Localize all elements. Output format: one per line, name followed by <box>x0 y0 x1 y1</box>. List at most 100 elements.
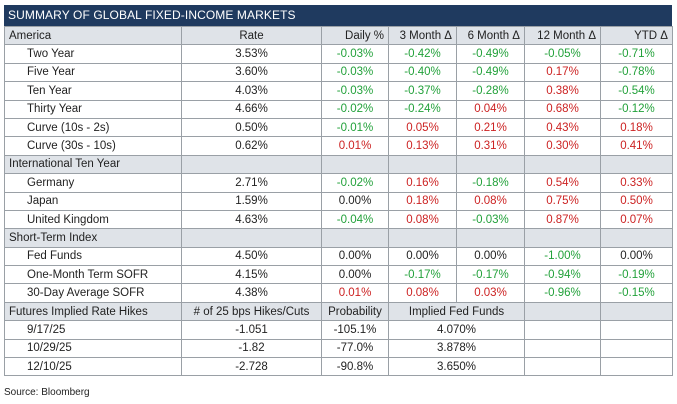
table-row: One-Month Term SOFR 4.15% 0.00% -0.17% -0.17… <box>4 265 673 285</box>
section-spacer <box>181 154 322 175</box>
column-header: YTD Δ <box>600 25 673 46</box>
six-month-change: 0.00% <box>456 246 525 267</box>
rate-value: 0.50% <box>181 117 322 138</box>
twelve-month-change: 0.87% <box>524 209 601 230</box>
futures-spacer <box>600 338 673 359</box>
three-month-change: 0.08% <box>388 209 457 230</box>
futures-spacer <box>524 357 601 377</box>
rate-value: 1.59% <box>181 191 322 211</box>
futures-implied: 3.650% <box>388 357 525 377</box>
twelve-month-change: -0.94% <box>524 265 601 285</box>
section-spacer <box>600 228 673 248</box>
row-label: One-Month Term SOFR <box>4 265 182 285</box>
futures-date: 12/10/25 <box>4 357 182 377</box>
twelve-month-change: 0.17% <box>524 62 601 83</box>
twelve-month-change: 0.54% <box>524 173 601 193</box>
section-title: International Ten Year <box>4 154 182 175</box>
six-month-change: 0.08% <box>456 191 525 211</box>
ytd-change: -0.71% <box>600 44 673 64</box>
ytd-change: 0.41% <box>600 136 673 156</box>
column-header: Rate <box>181 25 322 46</box>
table-row: Curve (10s - 2s) 0.50% -0.01% 0.05% 0.21% 0.4… <box>4 117 673 138</box>
section-header-row: Short-Term Index <box>4 228 673 248</box>
six-month-change: 0.03% <box>456 283 525 303</box>
three-month-change: -0.40% <box>388 62 457 83</box>
futures-date: 9/17/25 <box>4 320 182 340</box>
futures-spacer <box>524 301 601 322</box>
row-label: Ten Year <box>4 81 182 101</box>
table-row: Germany 2.71% -0.02% 0.16% -0.18% 0.54% 0.33% <box>4 173 673 193</box>
table-row: Thirty Year 4.66% -0.02% -0.24% 0.04% 0.68% -0… <box>4 99 673 119</box>
futures-title: Futures Implied Rate Hikes <box>4 301 182 322</box>
rate-value: 4.03% <box>181 81 322 101</box>
daily-change: 0.01% <box>321 283 389 303</box>
futures-row: 12/10/25 -2.728 -90.8% 3.650% <box>4 357 673 377</box>
column-header: America <box>4 25 182 46</box>
twelve-month-change: 0.38% <box>524 81 601 101</box>
daily-change: 0.00% <box>321 265 389 285</box>
row-label: Germany <box>4 173 182 193</box>
section-spacer <box>456 154 525 175</box>
futures-implied: 3.878% <box>388 338 525 359</box>
futures-col-probability: Probability <box>321 301 389 322</box>
row-label: Japan <box>4 191 182 211</box>
section-spacer <box>524 154 601 175</box>
section-spacer <box>524 228 601 248</box>
six-month-change: 0.31% <box>456 136 525 156</box>
row-label: 30-Day Average SOFR <box>4 283 182 303</box>
futures-implied: 4.070% <box>388 320 525 340</box>
three-month-change: 0.00% <box>388 246 457 267</box>
futures-hikes: -1.051 <box>181 320 322 340</box>
column-header: Daily % <box>321 25 389 46</box>
rate-value: 0.62% <box>181 136 322 156</box>
futures-col-implied: Implied Fed Funds <box>388 301 525 322</box>
rate-value: 4.15% <box>181 265 322 285</box>
rate-value: 4.66% <box>181 99 322 119</box>
table-title: SUMMARY OF GLOBAL FIXED-INCOME MARKETS <box>4 5 672 26</box>
row-label: Thirty Year <box>4 99 182 119</box>
daily-change: 0.00% <box>321 246 389 267</box>
row-label: Fed Funds <box>4 246 182 267</box>
futures-probability: -90.8% <box>321 357 389 377</box>
ytd-change: -0.54% <box>600 81 673 101</box>
daily-change: -0.02% <box>321 173 389 193</box>
futures-probability: -105.1% <box>321 320 389 340</box>
table-row: Five Year 3.60% -0.03% -0.40% -0.49% 0.17% -0.… <box>4 62 673 83</box>
row-label: United Kingdom <box>4 209 182 230</box>
futures-row: 9/17/25 -1.051 -105.1% 4.070% <box>4 320 673 340</box>
twelve-month-change: 0.75% <box>524 191 601 211</box>
column-header: 6 Month Δ <box>456 25 525 46</box>
section-spacer <box>388 228 457 248</box>
futures-col-hikes: # of 25 bps Hikes/Cuts <box>181 301 322 322</box>
source-note: Source: Bloomberg <box>4 387 90 398</box>
section-spacer <box>181 228 322 248</box>
table-row: Two Year 3.53% -0.03% -0.42% -0.49% -0.05% -0.… <box>4 44 673 64</box>
three-month-change: -0.17% <box>388 265 457 285</box>
ytd-change: -0.19% <box>600 265 673 285</box>
section-spacer <box>388 154 457 175</box>
fixed-income-summary: SUMMARY OF GLOBAL FIXED-INCOME MARKETS A… <box>4 5 673 377</box>
daily-change: -0.03% <box>321 62 389 83</box>
daily-change: -0.03% <box>321 81 389 101</box>
section-spacer <box>600 154 673 175</box>
futures-header-row: Futures Implied Rate Hikes # of 25 bps Hi… <box>4 301 673 322</box>
ytd-change: -0.15% <box>600 283 673 303</box>
six-month-change: -0.49% <box>456 62 525 83</box>
row-label: Five Year <box>4 62 182 83</box>
three-month-change: 0.08% <box>388 283 457 303</box>
twelve-month-change: -0.05% <box>524 44 601 64</box>
table-row: Fed Funds 4.50% 0.00% 0.00% 0.00% -1.00% 0.00% <box>4 246 673 267</box>
row-label: Curve (30s - 10s) <box>4 136 182 156</box>
futures-spacer <box>600 320 673 340</box>
futures-spacer <box>600 357 673 377</box>
futures-spacer <box>524 320 601 340</box>
six-month-change: -0.18% <box>456 173 525 193</box>
three-month-change: 0.13% <box>388 136 457 156</box>
three-month-change: -0.24% <box>388 99 457 119</box>
six-month-change: -0.28% <box>456 81 525 101</box>
twelve-month-change: 0.43% <box>524 117 601 138</box>
rate-value: 4.63% <box>181 209 322 230</box>
ytd-change: 0.00% <box>600 246 673 267</box>
twelve-month-change: 0.68% <box>524 99 601 119</box>
table-row: 30-Day Average SOFR 4.38% 0.01% 0.08% 0.03% -… <box>4 283 673 303</box>
